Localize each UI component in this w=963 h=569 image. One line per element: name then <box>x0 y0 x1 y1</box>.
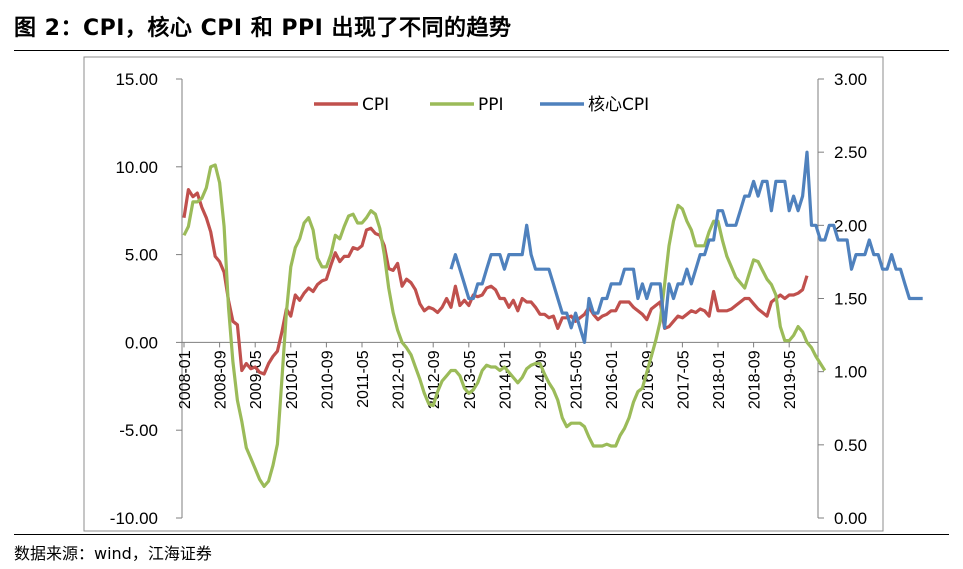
right-tick-label: 1.50 <box>834 290 867 309</box>
x-tick-label: 2017-05 <box>675 350 692 409</box>
x-tick-label: 2008-01 <box>177 350 194 409</box>
title-rule <box>14 50 949 51</box>
x-tick-label: 2008-09 <box>213 350 230 409</box>
series-line-cpi <box>182 188 809 376</box>
x-tick-label: 2018-09 <box>747 350 764 409</box>
source-note: 数据来源：wind，江海证券 <box>14 544 212 563</box>
right-tick-label: 0.00 <box>834 509 867 528</box>
right-tick-label: 2.50 <box>834 143 867 162</box>
x-tick-label: 2013-05 <box>462 350 479 409</box>
left-tick-label: -10.00 <box>110 509 158 528</box>
x-tick-label: 2009-05 <box>248 350 265 409</box>
legend-label: CPI <box>362 95 389 115</box>
source-rule <box>14 534 949 535</box>
left-tick-label: -5.00 <box>119 421 158 440</box>
right-tick-label: 3.00 <box>834 70 867 89</box>
right-tick-label: 2.00 <box>834 216 867 235</box>
x-tick-label: 2011-05 <box>355 350 372 408</box>
x-tick-label: 2012-09 <box>426 350 443 409</box>
figure-title: 图 2：CPI，核心 CPI 和 PPI 出现了不同的趋势 <box>14 16 512 41</box>
right-tick-label: 0.50 <box>834 436 867 455</box>
x-tick-label: 2019-05 <box>782 350 799 409</box>
x-tick-label: 2014-01 <box>497 350 514 409</box>
left-tick-label: 0.00 <box>125 333 158 352</box>
x-tick-label: 2016-01 <box>604 350 621 409</box>
left-tick-label: 10.00 <box>115 158 158 177</box>
left-tick-label: 5.00 <box>125 246 158 265</box>
series-line-ppi <box>182 163 827 488</box>
left-tick-label: 15.00 <box>115 70 158 89</box>
x-tick-label: 2015-05 <box>569 350 586 409</box>
series-line-core <box>449 150 923 344</box>
right-tick-label: 1.00 <box>834 363 867 382</box>
x-tick-label: 2010-09 <box>319 350 336 409</box>
chart-frame <box>83 56 884 532</box>
legend-label: PPI <box>478 95 504 115</box>
x-tick-label: 2010-01 <box>284 350 301 409</box>
x-tick-label: 2012-01 <box>391 350 408 409</box>
x-tick-label: 2016-09 <box>640 350 657 409</box>
legend-label: 核心CPI <box>588 95 649 115</box>
x-tick-label: 2018-01 <box>711 350 728 409</box>
